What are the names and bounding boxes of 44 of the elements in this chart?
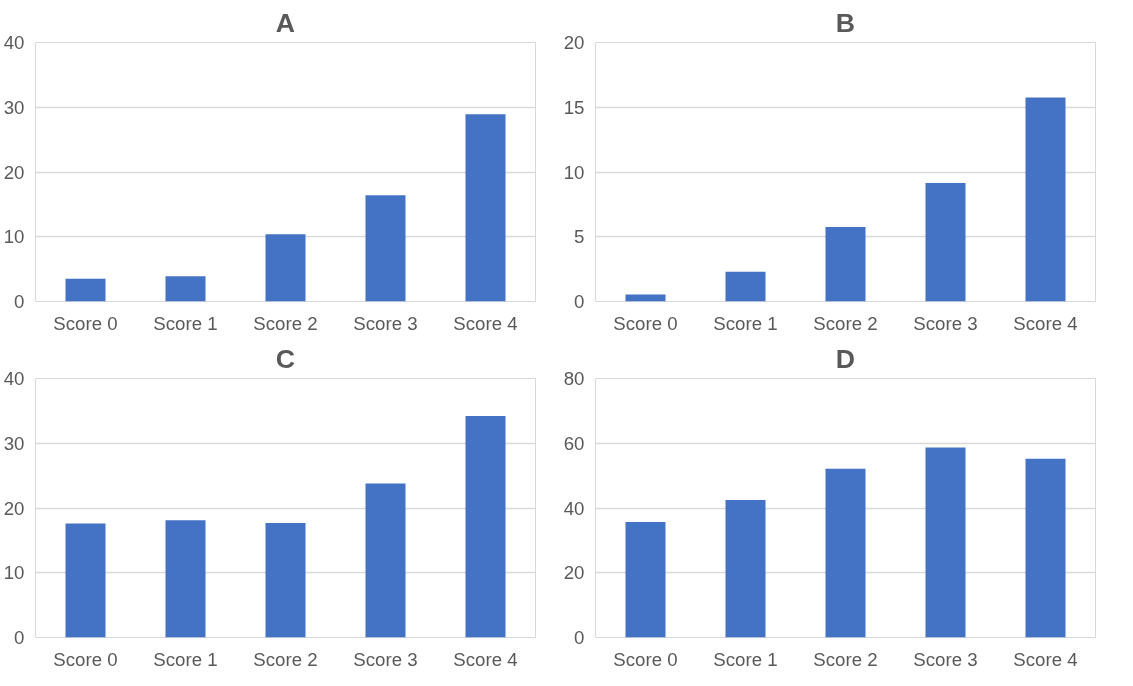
x-tick-label: Score 2 — [813, 312, 878, 334]
x-tick-label: Score 0 — [613, 312, 678, 334]
x-tick-label: Score 3 — [913, 648, 978, 670]
x-tick-label: Score 0 — [613, 648, 678, 670]
y-tick-label: 30 — [3, 432, 25, 454]
y-tick-label: 80 — [563, 368, 585, 389]
y-tick-label: 0 — [14, 291, 25, 312]
y-tick-label: 10 — [563, 161, 585, 183]
x-tick-label: Score 2 — [253, 648, 318, 670]
x-tick-label: Score 2 — [813, 648, 878, 670]
y-tick-label: 5 — [574, 226, 585, 248]
x-tick-label: Score 3 — [353, 648, 418, 670]
chart-title: D — [835, 343, 856, 374]
y-tick-label: 20 — [3, 161, 25, 183]
chart-title: B — [835, 7, 856, 38]
chart-title: C — [275, 343, 296, 374]
x-tick-label: Score 1 — [153, 648, 218, 670]
x-tick-label: Score 1 — [713, 648, 778, 670]
x-tick-label: Score 4 — [453, 648, 518, 670]
y-tick-label: 40 — [563, 497, 585, 519]
x-tick-label: Score 4 — [453, 312, 518, 334]
y-tick-label: 0 — [14, 627, 25, 648]
y-tick-label: 20 — [3, 497, 25, 519]
y-tick-label: 40 — [3, 32, 25, 53]
x-tick-label: Score 1 — [713, 312, 778, 334]
y-tick-label: 60 — [563, 432, 585, 454]
x-tick-label: Score 2 — [253, 312, 318, 334]
y-tick-label: 15 — [563, 96, 585, 118]
y-tick-label: 20 — [563, 562, 585, 584]
y-tick-label: 0 — [574, 627, 585, 648]
x-tick-label: Score 0 — [53, 312, 118, 334]
x-tick-label: Score 0 — [53, 648, 118, 670]
x-tick-label: Score 4 — [1013, 648, 1078, 670]
chart-title: A — [275, 7, 296, 38]
y-tick-label: 20 — [563, 32, 585, 53]
y-tick-label: 40 — [3, 368, 25, 389]
x-tick-label: Score 3 — [353, 312, 418, 334]
y-tick-label: 10 — [3, 562, 25, 584]
x-tick-label: Score 1 — [153, 312, 218, 334]
y-tick-label: 0 — [574, 291, 585, 312]
x-tick-label: Score 4 — [1013, 312, 1078, 334]
y-tick-label: 10 — [3, 226, 25, 248]
y-tick-label: 30 — [3, 96, 25, 118]
x-tick-label: Score 3 — [913, 312, 978, 334]
